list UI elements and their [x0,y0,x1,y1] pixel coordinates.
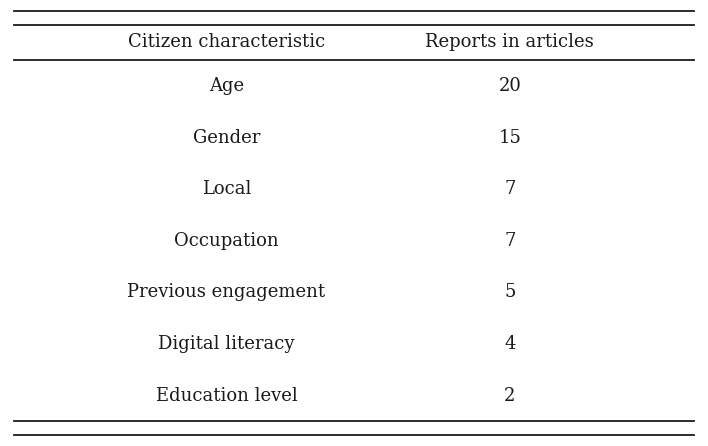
Text: Occupation: Occupation [174,232,279,250]
Text: 2: 2 [504,387,515,405]
Text: 7: 7 [504,232,515,250]
Text: Age: Age [209,77,244,95]
Text: Citizen characteristic: Citizen characteristic [128,33,325,51]
Text: 4: 4 [504,335,515,353]
Text: 7: 7 [504,180,515,198]
Text: 20: 20 [498,77,521,95]
Text: Previous engagement: Previous engagement [127,284,326,301]
Text: 5: 5 [504,284,515,301]
Text: Local: Local [202,180,251,198]
Text: Digital literacy: Digital literacy [159,335,295,353]
Text: Gender: Gender [193,128,261,147]
Text: Reports in articles: Reports in articles [426,33,594,51]
Text: 15: 15 [498,128,521,147]
Text: Education level: Education level [156,387,297,405]
